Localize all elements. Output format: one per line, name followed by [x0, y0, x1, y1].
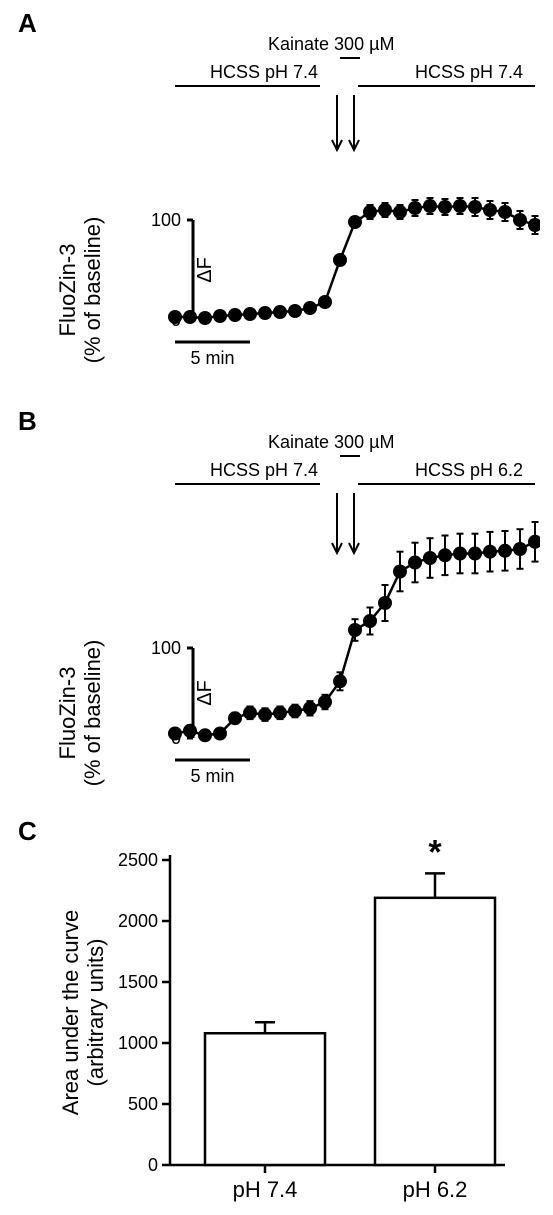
panel-a-timecourse-svg: FluoZin-3(% of baseline) Kainate 300 µM HC… — [40, 20, 540, 380]
svg-text:0: 0 — [148, 1155, 158, 1175]
figure-root: AFluoZin-3(% of baseline)Kainate 300 µMH… — [0, 0, 553, 1215]
panel-a-timecourse: FluoZin-3(% of baseline) Kainate 300 µM HC… — [40, 20, 540, 380]
svg-text:HCSS pH 7.4: HCSS pH 7.4 — [415, 62, 523, 82]
svg-text:100: 100 — [151, 638, 181, 658]
svg-text:Kainate 300 µM: Kainate 300 µM — [268, 432, 394, 452]
panel-b-timecourse: FluoZin-3(% of baseline) Kainate 300 µM HC… — [40, 418, 540, 798]
svg-text:ΔF: ΔF — [194, 257, 216, 283]
panel-label: B — [18, 406, 37, 437]
svg-text:100: 100 — [151, 210, 181, 230]
svg-text:HCSS pH 7.4: HCSS pH 7.4 — [210, 62, 318, 82]
svg-text:1000: 1000 — [118, 1033, 158, 1053]
panel-c-barchart: Area under the curve(arbitrary units) 0 50… — [50, 830, 530, 1210]
panel-label: A — [18, 8, 37, 39]
svg-text:5 min: 5 min — [190, 348, 234, 368]
svg-text:1500: 1500 — [118, 972, 158, 992]
svg-text:FluoZin-3: FluoZin-3 — [55, 667, 80, 760]
svg-text:Kainate 300 µM: Kainate 300 µM — [268, 34, 394, 54]
svg-text:5 min: 5 min — [190, 766, 234, 786]
svg-text:*: * — [428, 833, 442, 871]
panel-b-timecourse-svg: FluoZin-3(% of baseline) Kainate 300 µM HC… — [40, 418, 540, 798]
svg-text:HCSS pH 7.4: HCSS pH 7.4 — [210, 460, 318, 480]
svg-text:2500: 2500 — [118, 850, 158, 870]
panel-c-barchart-svg: Area under the curve(arbitrary units) 0 50… — [50, 830, 530, 1210]
svg-text:ΔF: ΔF — [194, 680, 216, 706]
svg-text:pH 7.4: pH 7.4 — [233, 1177, 298, 1202]
svg-text:FluoZin-3: FluoZin-3 — [55, 244, 80, 337]
svg-text:(% of baseline): (% of baseline) — [80, 217, 105, 364]
svg-text:(% of baseline): (% of baseline) — [80, 640, 105, 787]
svg-text:Area under the curve: Area under the curve — [58, 910, 83, 1115]
panel-label: C — [18, 816, 37, 847]
svg-text:HCSS pH 6.2: HCSS pH 6.2 — [415, 460, 523, 480]
svg-text:pH 6.2: pH 6.2 — [403, 1177, 468, 1202]
svg-text:500: 500 — [128, 1094, 158, 1114]
svg-text:(arbitrary units): (arbitrary units) — [83, 939, 108, 1087]
svg-text:2000: 2000 — [118, 911, 158, 931]
